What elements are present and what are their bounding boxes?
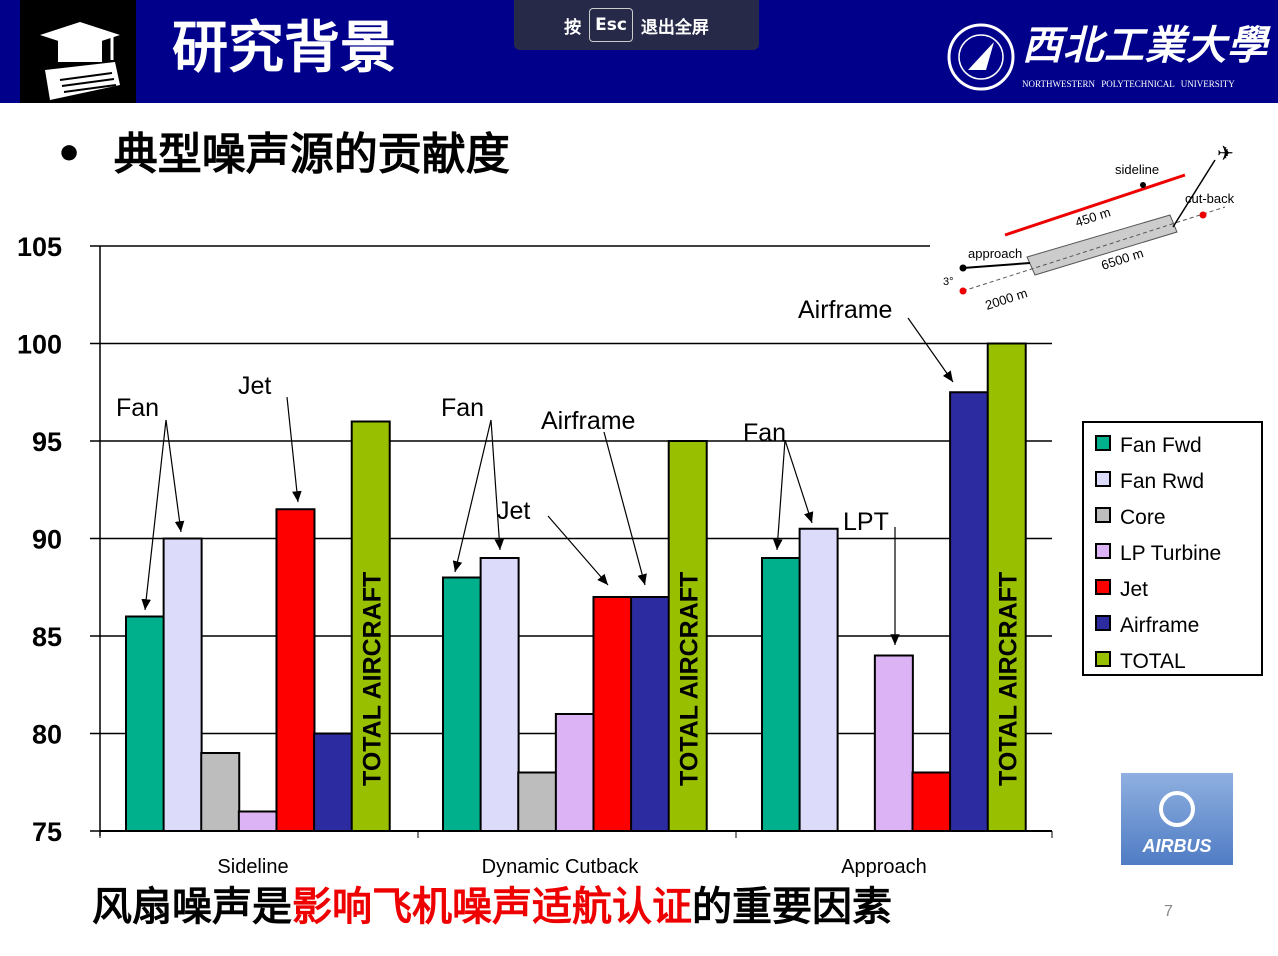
annotation-label: LPT <box>843 508 889 536</box>
bar-lp-turbine <box>554 713 595 832</box>
slide-title: 研究背景 <box>172 16 396 81</box>
bar-total <box>667 440 708 832</box>
annotation-arrow <box>452 419 492 573</box>
bar-lp-turbine <box>873 654 914 832</box>
bullet-text: 典型噪声源的贡献度 <box>113 129 510 180</box>
bar-total <box>350 420 391 832</box>
esc-prefix: 按 <box>564 17 582 38</box>
conclusion-text: 风扇噪声是影响飞机噪声适航认证的重要因素 <box>92 885 892 929</box>
legend-swatch <box>1095 543 1111 559</box>
legend-label: TOTAL <box>1120 650 1186 673</box>
annotation-arrow <box>286 396 302 503</box>
bar-fan-fwd <box>442 576 482 832</box>
total-bar-label: TOTAL AIRCRAFT <box>995 572 1023 786</box>
annotation-arrow <box>907 317 954 383</box>
bar-core <box>517 771 558 832</box>
y-tick-label: 105 <box>17 232 62 262</box>
annotation-arrow <box>772 439 786 551</box>
esc-suffix: 退出全屏 <box>640 17 709 38</box>
label-approach: approach <box>968 246 1022 261</box>
y-tick-label: 100 <box>17 330 62 360</box>
x-category-label: Dynamic Cutback <box>482 856 640 878</box>
bar-total <box>986 342 1027 832</box>
label-angle: 3° <box>943 276 954 288</box>
bar-fan-fwd <box>125 615 165 832</box>
y-tick-label: 85 <box>32 622 62 652</box>
y-tick-label: 75 <box>32 817 62 847</box>
annotation-label: Jet <box>497 497 530 525</box>
bar-core <box>200 752 241 832</box>
legend-swatch <box>1095 471 1111 487</box>
bar-lp-turbine <box>237 810 278 832</box>
bar-jet <box>592 596 633 832</box>
bar-jet <box>275 508 316 832</box>
airplane-icon: ✈ <box>1217 143 1234 165</box>
legend-label: Airframe <box>1120 614 1199 637</box>
label-2000m: 2000 m <box>983 285 1029 313</box>
legend-label: Jet <box>1120 578 1148 601</box>
exit-fullscreen-hint[interactable]: 按 Esc 退出全屏 <box>514 0 759 50</box>
conclusion-part3: 的重要因素 <box>692 884 892 930</box>
bar-jet <box>911 771 952 832</box>
university-logo: 西北工業大學 NORTHWESTERN POLYTECHNICAL UNIVER… <box>946 22 1267 97</box>
bar-fan-rwd <box>479 557 520 832</box>
legend-label: Fan Rwd <box>1120 470 1204 493</box>
airbus-logo: AIRBUS <box>1121 773 1233 865</box>
y-tick-label: 80 <box>32 720 62 750</box>
conclusion-part1: 风扇噪声是 <box>92 884 292 930</box>
y-tick-label: 90 <box>32 525 62 555</box>
slide-bullet: • 典型噪声源的贡献度 <box>55 129 510 180</box>
annotation-arrow <box>784 439 814 524</box>
university-name-en: NORTHWESTERN POLYTECHNICAL UNIVERSITY <box>1022 79 1235 89</box>
legend-swatch <box>1095 507 1111 523</box>
legend-swatch <box>1095 651 1111 667</box>
university-name-cn: 西北工業大學 <box>1022 22 1268 69</box>
conclusion-highlight: 影响飞机噪声适航认证 <box>292 884 692 930</box>
graduation-cap-icon <box>20 0 136 103</box>
x-category-label: Sideline <box>217 856 288 878</box>
legend-swatch <box>1095 615 1111 631</box>
total-bar-label: TOTAL AIRCRAFT <box>676 572 704 786</box>
label-cutback: cut-back <box>1185 191 1235 206</box>
annotation-arrow <box>603 431 647 586</box>
annotation-label: Airframe <box>541 407 635 435</box>
legend-label: LP Turbine <box>1120 542 1221 565</box>
annotation-arrow <box>141 419 167 611</box>
legend-swatch <box>1095 579 1111 595</box>
bar-fan-rwd <box>798 527 839 832</box>
legend <box>1082 421 1263 676</box>
page-number: 7 <box>1164 903 1173 920</box>
esc-key: Esc <box>589 8 633 42</box>
label-sideline: sideline <box>1115 162 1159 177</box>
annotation-label: Fan <box>743 419 786 447</box>
annotation-arrow <box>165 419 185 533</box>
annotation-label: Fan <box>441 394 484 422</box>
annotation-label: Jet <box>238 372 271 400</box>
annotation-arrow <box>547 515 609 586</box>
airbus-logo-text: AIRBUS <box>1142 836 1212 856</box>
bar-airframe <box>313 732 354 832</box>
annotation-label: Fan <box>116 394 159 422</box>
legend-label: Core <box>1120 506 1166 529</box>
legend-swatch <box>1095 435 1111 451</box>
bar-fan-rwd <box>162 537 203 832</box>
label-450m: 450 m <box>1073 204 1112 229</box>
y-tick-label: 95 <box>32 427 62 457</box>
bar-fan-fwd <box>761 557 801 832</box>
bar-airframe <box>630 596 671 832</box>
flight-path-diagram: ✈ sideline cut-back approach 3° 450 m 65… <box>943 143 1235 313</box>
annotation-arrow <box>490 419 505 551</box>
x-category-label: Approach <box>841 856 927 878</box>
legend-label: Fan Fwd <box>1120 434 1202 457</box>
bar-airframe <box>949 391 990 832</box>
total-bar-label: TOTAL AIRCRAFT <box>359 572 387 786</box>
annotation-label: Airframe <box>798 296 892 324</box>
